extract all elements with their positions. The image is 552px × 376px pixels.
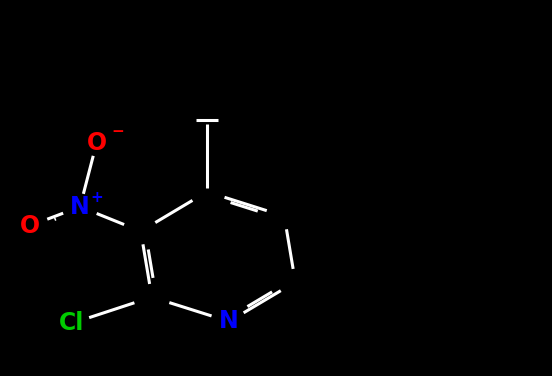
Text: O: O (20, 214, 40, 238)
Text: −: − (111, 124, 124, 139)
Text: N: N (219, 309, 239, 334)
Text: N: N (70, 195, 90, 219)
Text: Cl: Cl (59, 311, 84, 335)
Text: O: O (87, 131, 107, 155)
Text: +: + (90, 190, 103, 205)
